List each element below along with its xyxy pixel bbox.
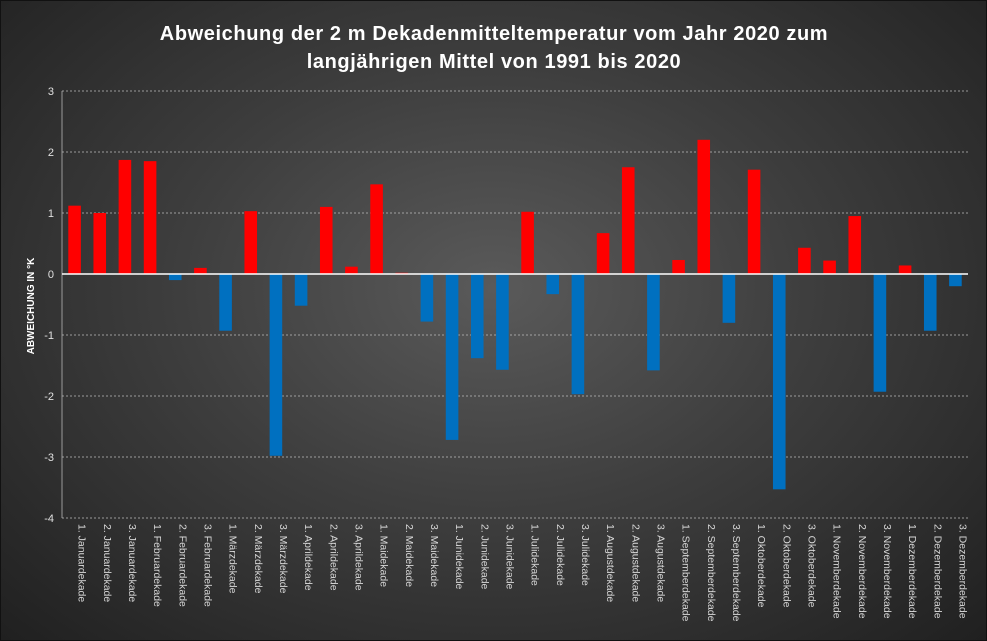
x-tick-label: 3. Märzdekade [277, 524, 289, 594]
bar [143, 161, 157, 274]
bar [319, 206, 333, 274]
bar [898, 265, 912, 274]
chart-title-line-2: langjährigen Mittel von 1991 bis 2020 [307, 51, 682, 73]
bar [168, 274, 182, 281]
bar [848, 216, 862, 274]
y-tick-label: 0 [48, 269, 54, 281]
bar [68, 205, 81, 274]
bar [546, 274, 560, 295]
x-tick-label: 2. Augustdekade [629, 524, 641, 602]
x-tick-label: 3. Maidekade [428, 524, 440, 587]
bar [118, 159, 132, 274]
bar [772, 274, 786, 490]
x-axis-ticks: 1. Januardekade 2. Januardekade 3. Januard… [76, 524, 969, 622]
x-tick-label: 1. Maidekade [378, 524, 390, 587]
bar [672, 259, 685, 274]
bar [923, 274, 937, 331]
x-tick-label: 3. Julidekade [579, 524, 591, 586]
bar [873, 274, 887, 392]
x-tick-label: 2. Dezemberdekade [931, 524, 943, 619]
x-tick-label: 3. Novemberdekade [881, 524, 893, 619]
x-tick-label: 2. Januardekade [101, 524, 113, 602]
x-tick-label: 2. Junidekade [478, 524, 490, 590]
x-tick-label: 1. Oktoberdekade [755, 524, 767, 608]
bar [722, 274, 736, 323]
bar [445, 274, 459, 440]
x-tick-label: 2. Julidekade [554, 524, 566, 586]
y-tick-label: -1 [44, 330, 54, 342]
x-tick-label: 2. Maidekade [403, 524, 415, 587]
gridlines [61, 90, 968, 519]
x-tick-label: 2. Septemberdekade [705, 524, 717, 622]
x-tick-label: 1. Märzdekade [227, 524, 239, 594]
bar [747, 169, 761, 274]
x-tick-label: 3. Augustdekade [654, 524, 666, 602]
bar [420, 274, 434, 322]
y-tick-label: -3 [44, 452, 54, 464]
bar [798, 247, 811, 274]
x-tick-label: 2. Aprildekade [327, 524, 339, 591]
x-tick-label: 3. Septemberdekade [730, 524, 742, 622]
y-tick-label: -2 [44, 391, 54, 403]
x-tick-label: 2. Februardekade [176, 524, 188, 607]
y-tick-label: 2 [48, 147, 54, 159]
y-tick-label: 1 [48, 208, 54, 220]
x-tick-label: 1. Januardekade [76, 524, 88, 602]
bar [596, 233, 610, 274]
x-tick-label: 3. Dezemberdekade [956, 524, 968, 619]
x-tick-label: 1. Dezemberdekade [906, 524, 918, 619]
x-tick-label: 3. Junidekade [503, 524, 515, 590]
x-tick-label: 2. Novemberdekade [856, 524, 868, 619]
y-axis-ticks: 3 2 1 0 -1 -2 -3 -4 [44, 86, 54, 525]
x-tick-label: 1. Februardekade [151, 524, 163, 607]
bar [294, 274, 308, 306]
x-tick-label: 1. Augustdekade [604, 524, 616, 602]
bar [470, 274, 484, 359]
x-tick-label: 2. Oktoberdekade [780, 524, 792, 608]
x-tick-label: 3. Aprildekade [352, 524, 364, 591]
x-tick-label: 1. Novemberdekade [831, 524, 843, 619]
y-axis-label: ABWEICHUNG IN °K [26, 257, 37, 355]
bars [62, 139, 968, 490]
x-tick-label: 1. Aprildekade [302, 524, 314, 591]
x-tick-label: 1. Septemberdekade [680, 524, 692, 622]
bar [370, 184, 383, 274]
x-tick-label: 3. Februardekade [201, 524, 213, 607]
x-tick-label: 3. Oktoberdekade [805, 524, 817, 608]
bar [571, 274, 585, 395]
bar [269, 274, 283, 456]
bar [823, 260, 836, 274]
y-tick-label: -4 [44, 513, 54, 525]
bar [219, 274, 232, 331]
bar [697, 139, 711, 274]
bar [647, 274, 660, 371]
chart-title-line-1: Abweichung der 2 m Dekadenmitteltemperat… [160, 23, 828, 45]
bar [521, 211, 534, 274]
bar [244, 211, 258, 274]
bar [93, 213, 107, 274]
x-tick-label: 1. Julidekade [529, 524, 541, 586]
x-tick-label: 2. Märzdekade [252, 524, 264, 594]
bar [949, 274, 962, 287]
x-tick-label: 3. Januardekade [126, 524, 138, 602]
bar [345, 266, 358, 274]
x-tick-label: 1. Junidekade [453, 524, 465, 590]
bar [496, 274, 509, 370]
y-tick-label: 3 [48, 86, 54, 98]
bar [194, 267, 207, 274]
bar [621, 167, 635, 274]
